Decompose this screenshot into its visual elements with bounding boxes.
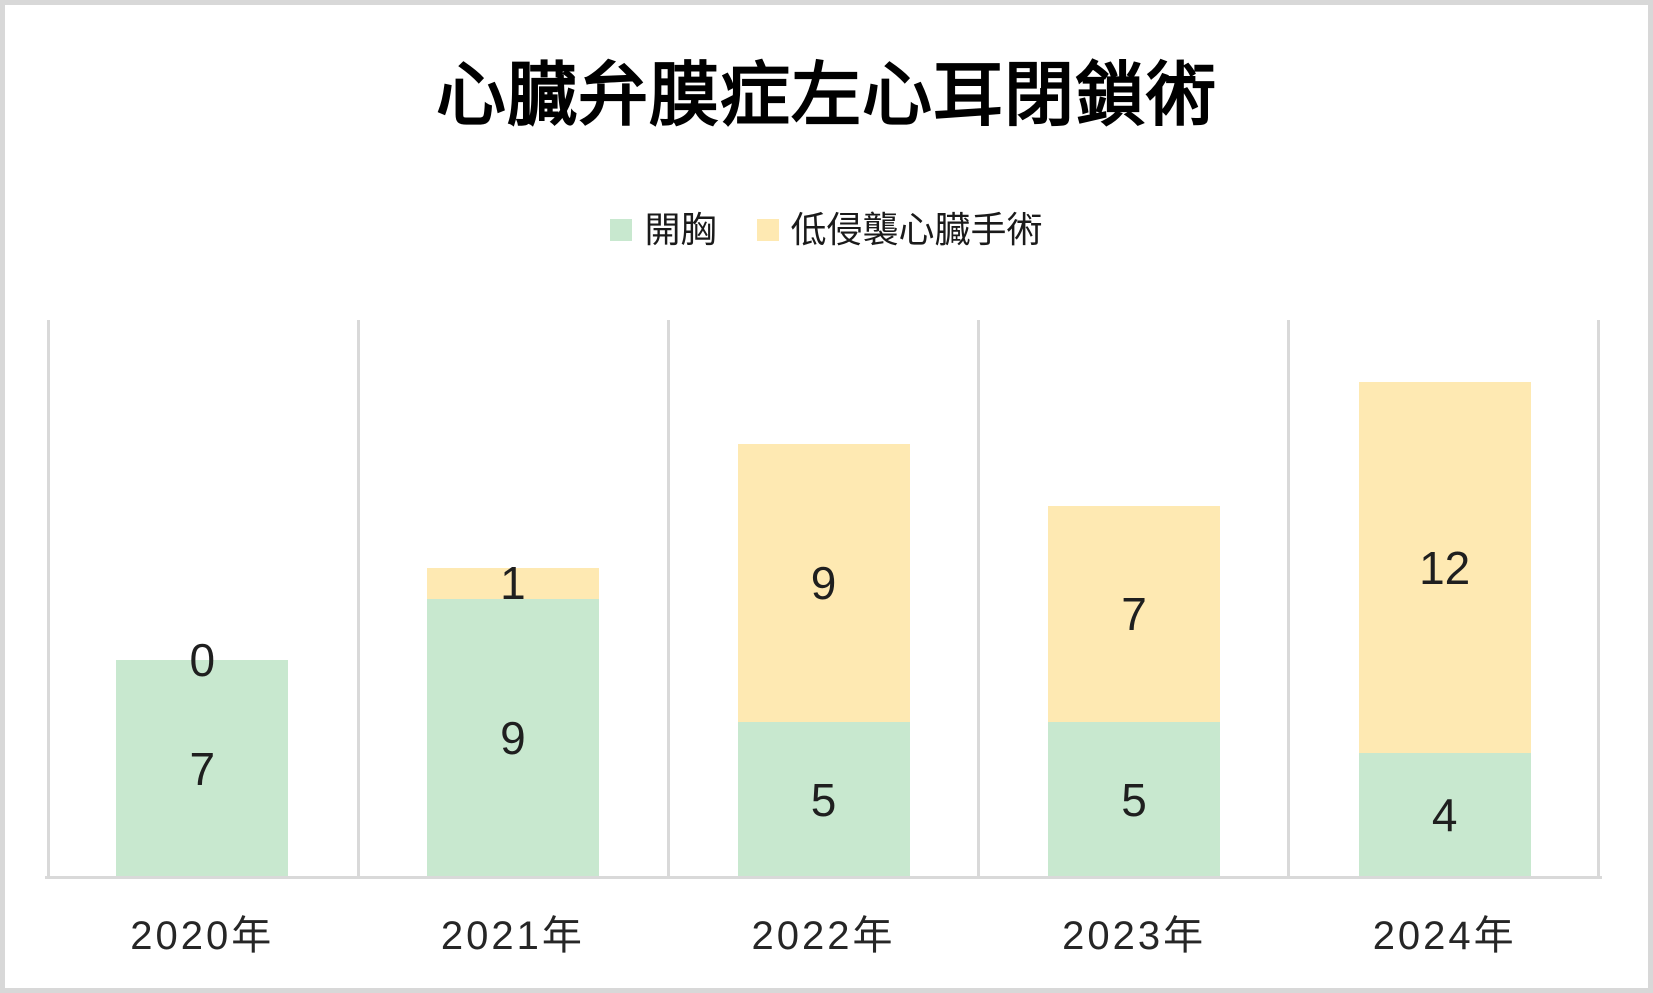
gridline <box>667 320 670 877</box>
x-axis-labels: 2020年 2021年 2022年 2023年 2024年 <box>47 910 1600 962</box>
chart-legend: 開胸 低侵襲心臓手術 <box>5 210 1648 250</box>
x-axis-label: 2021年 <box>440 914 585 958</box>
bar-segment <box>1358 753 1531 877</box>
x-axis-label: 2020年 <box>130 914 275 958</box>
legend-item: 低侵襲心臓手術 <box>756 209 1043 250</box>
x-axis-label: 2023年 <box>1062 914 1207 958</box>
legend-swatch <box>756 219 779 241</box>
legend-label: 低侵襲心臓手術 <box>790 209 1043 250</box>
gridline <box>47 320 50 877</box>
legend-item: 開胸 <box>610 209 717 250</box>
x-axis-label: 2022年 <box>751 914 896 958</box>
legend-swatch <box>610 219 633 241</box>
legend-label: 開胸 <box>644 209 717 250</box>
x-axis-line <box>45 876 1602 879</box>
gridline <box>1287 320 1290 877</box>
x-axis-label: 2024年 <box>1372 914 1517 958</box>
gridline <box>977 320 980 877</box>
bar-segment <box>116 660 289 877</box>
chart-title: 心臓弁膜症左心耳閉鎖術 <box>436 56 1217 134</box>
bar-segment <box>426 598 599 877</box>
bar-segment <box>737 722 910 877</box>
bar-segment <box>1048 505 1221 723</box>
bar-segment <box>426 567 599 599</box>
bar-segment <box>737 443 910 723</box>
plot-area: 7 0 9 1 5 9 5 7 4 12 <box>47 320 1600 877</box>
gridline <box>1597 320 1600 877</box>
gridline <box>357 320 360 877</box>
bar-segment <box>1358 381 1531 754</box>
bar-segment <box>1048 722 1221 877</box>
